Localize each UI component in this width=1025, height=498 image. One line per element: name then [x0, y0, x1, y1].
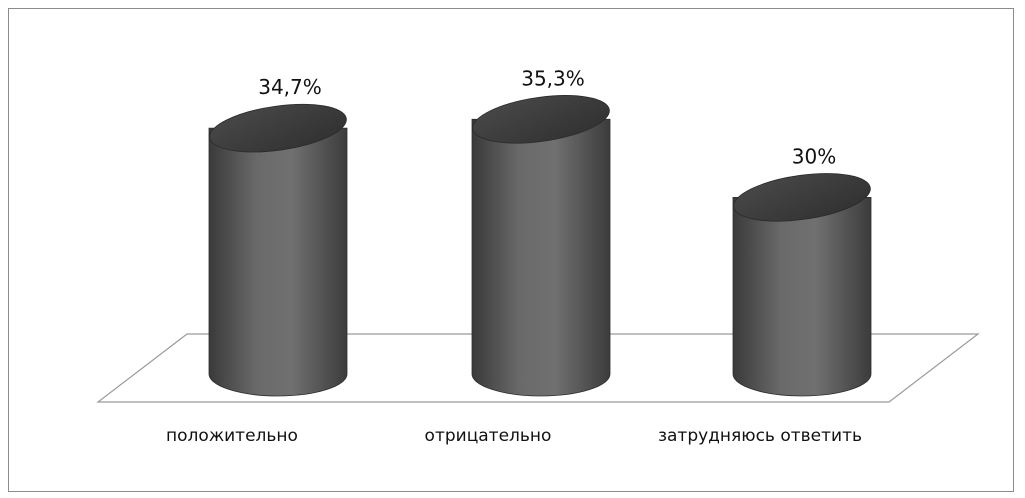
bar-top-negative: [472, 95, 610, 144]
chart-frame: 34,7% положительно 35,3% отрицательно 30% зат…: [8, 8, 1014, 492]
bar-body-undecided: [732, 196, 872, 397]
category-label-positive: положительно: [166, 426, 298, 446]
bar-top-undecided: [733, 173, 871, 222]
bar-positive: [208, 103, 348, 397]
bar-negative: [471, 95, 611, 397]
category-label-negative: отрицательно: [425, 426, 552, 446]
labels-layer: 34,7% положительно 35,3% отрицательно 30% зат…: [166, 66, 862, 446]
bar-undecided: [732, 173, 872, 397]
bar-body-positive: [208, 127, 348, 397]
data-label-positive: 34,7%: [258, 75, 322, 99]
bar-top-positive: [209, 103, 347, 153]
data-label-negative: 35,3%: [521, 66, 585, 90]
chart-svg: 34,7% положительно 35,3% отрицательно 30% зат…: [96, 66, 980, 446]
category-label-undecided: затрудняюсь ответить: [658, 426, 862, 446]
bars-layer: [208, 95, 872, 397]
bar-body-negative: [471, 118, 611, 397]
data-label-undecided: 30%: [792, 144, 836, 168]
